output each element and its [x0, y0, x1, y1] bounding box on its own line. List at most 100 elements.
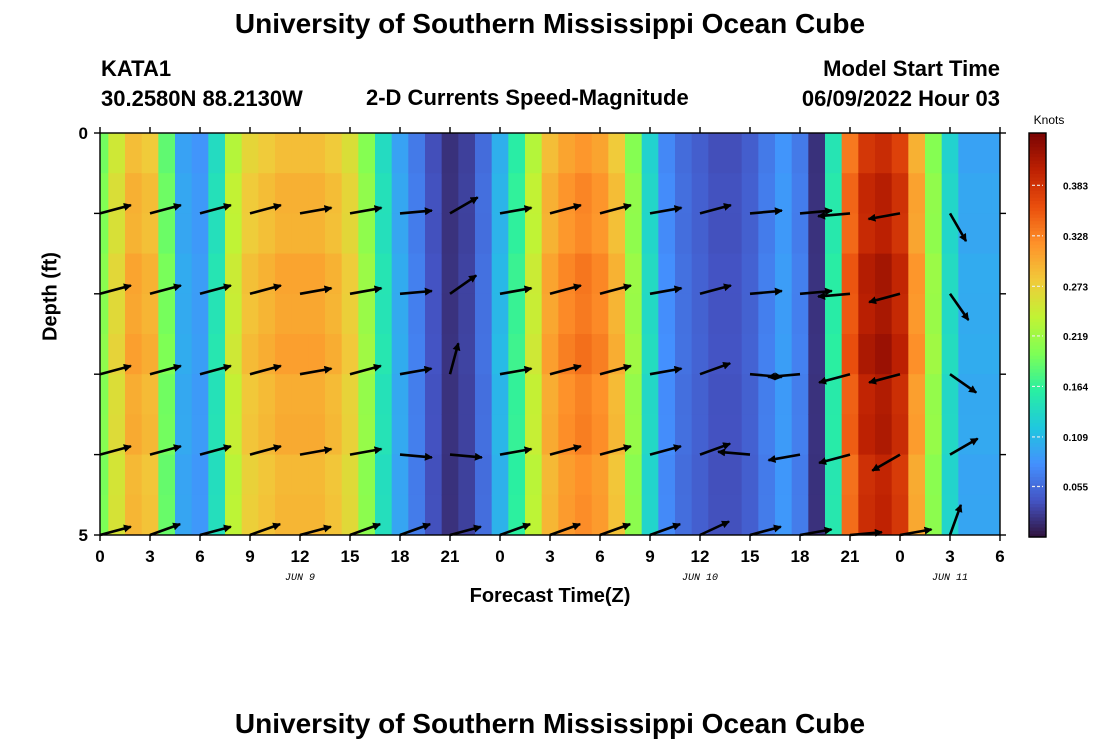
- heatmap-cell: [525, 253, 543, 295]
- current-vector-arrow: [699, 442, 732, 456]
- heatmap-cell: [491, 213, 509, 255]
- heatmap-cell: [258, 253, 276, 295]
- heatmap-cell: [375, 173, 393, 214]
- current-vectors: [99, 196, 979, 537]
- x-tick-label: 9: [645, 547, 654, 566]
- current-vector-arrow: [599, 203, 632, 215]
- heatmap-cell: [175, 334, 193, 375]
- heatmap-cell: [175, 253, 193, 295]
- heatmap-cell: [541, 213, 559, 255]
- x-tick-label: 15: [341, 547, 360, 566]
- current-vector-arrow: [899, 526, 933, 537]
- current-vector-arrow: [649, 365, 683, 376]
- heatmap-cell: [841, 253, 859, 295]
- heatmap-cell: [608, 133, 626, 174]
- heatmap-cell: [808, 494, 826, 535]
- heatmap-cell: [891, 494, 909, 535]
- x-tick-label: 12: [291, 547, 310, 566]
- heatmap-cell: [425, 334, 443, 375]
- heatmap-cell: [708, 213, 726, 255]
- heatmap-cell: [341, 253, 359, 295]
- heatmap-cell: [558, 454, 576, 496]
- heatmap-cell: [258, 334, 276, 375]
- heatmap-cell: [641, 133, 659, 174]
- colorbar-segment: [1029, 506, 1046, 511]
- heatmap-cell: [891, 334, 909, 375]
- heatmap-cell: [691, 173, 709, 214]
- heatmap-cell: [341, 414, 359, 456]
- heatmap-cell: [991, 454, 1000, 496]
- heatmap-cell: [141, 253, 159, 295]
- heatmap-cell: [675, 454, 693, 496]
- heatmap-cell: [675, 334, 693, 375]
- heatmap-cell: [175, 414, 193, 456]
- heatmap-cell: [525, 173, 543, 214]
- heatmap-cell: [691, 494, 709, 535]
- heatmap-cell: [558, 133, 576, 174]
- heatmap-cell: [741, 253, 759, 295]
- heatmap-cell: [425, 253, 443, 295]
- heatmap-cell: [208, 414, 226, 456]
- colorbar-tick-label: 0.383: [1063, 181, 1088, 192]
- heatmap-cell: [908, 334, 926, 375]
- heatmap-cell: [191, 133, 209, 174]
- heatmap-cell: [525, 494, 543, 535]
- heatmap-cell: [975, 334, 993, 375]
- heatmap-cell: [291, 454, 309, 496]
- heatmap-cell: [575, 253, 593, 295]
- heatmap-cell: [991, 173, 1000, 214]
- heatmap-cell: [975, 454, 993, 496]
- heatmap-cell: [808, 173, 826, 214]
- heatmap-cell: [491, 414, 509, 456]
- heatmap-cell: [191, 334, 209, 375]
- colorbar-segment: [1029, 355, 1046, 360]
- heatmap-cell: [891, 173, 909, 214]
- heatmap-cell: [658, 213, 676, 255]
- heatmap-cell: [691, 374, 709, 415]
- heatmap-cell: [758, 374, 776, 415]
- colorbar-segment: [1029, 489, 1046, 494]
- chart-subtitle: 2-D Currents Speed-Magnitude: [366, 85, 689, 110]
- heatmap-cell: [291, 213, 309, 255]
- heatmap-cell: [491, 253, 509, 295]
- colorbar-segment: [1029, 311, 1046, 316]
- current-vector-arrow: [599, 522, 632, 537]
- heatmap-cell: [591, 253, 609, 295]
- heatmap-cell: [625, 494, 643, 535]
- heatmap-cell: [791, 334, 809, 375]
- heatmap-cell: [775, 133, 793, 174]
- heatmap-cell: [341, 454, 359, 496]
- current-vector-arrow: [818, 453, 851, 465]
- current-vector-arrow: [399, 522, 432, 537]
- colorbar-segment: [1029, 405, 1046, 410]
- heatmap-cell: [591, 334, 609, 375]
- x-tick-label: 21: [841, 547, 860, 566]
- colorbar-segment: [1029, 133, 1046, 137]
- heatmap-cell: [541, 374, 559, 415]
- x-tick-label: 6: [595, 547, 604, 566]
- date-label: JUN 11: [932, 573, 968, 584]
- heatmap-cell: [725, 133, 743, 174]
- heatmap-cell: [225, 494, 243, 535]
- current-vector-arrow: [699, 520, 730, 537]
- colorbar-segment: [1029, 301, 1046, 306]
- colorbar-segment: [1029, 324, 1046, 329]
- heatmap-cell: [275, 213, 293, 255]
- heatmap-cell: [608, 173, 626, 214]
- heatmap-cell: [725, 293, 743, 335]
- heatmap-cell: [191, 414, 209, 456]
- heatmap-cell: [158, 374, 176, 415]
- current-vector-arrow: [399, 365, 433, 376]
- colorbar-segment: [1029, 388, 1046, 393]
- current-vector-arrow: [499, 205, 533, 215]
- heatmap-cell: [508, 293, 526, 335]
- current-vector-arrow: [767, 372, 801, 381]
- colorbar-segment: [1029, 186, 1046, 191]
- current-vector-arrow: [949, 437, 979, 456]
- heatmap-cell: [258, 494, 276, 535]
- current-vector-arrow: [499, 365, 533, 376]
- colorbar-segment: [1029, 462, 1046, 467]
- heatmap-cell: [808, 213, 826, 255]
- heatmap-cell: [758, 414, 776, 456]
- heatmap-cell: [841, 494, 859, 535]
